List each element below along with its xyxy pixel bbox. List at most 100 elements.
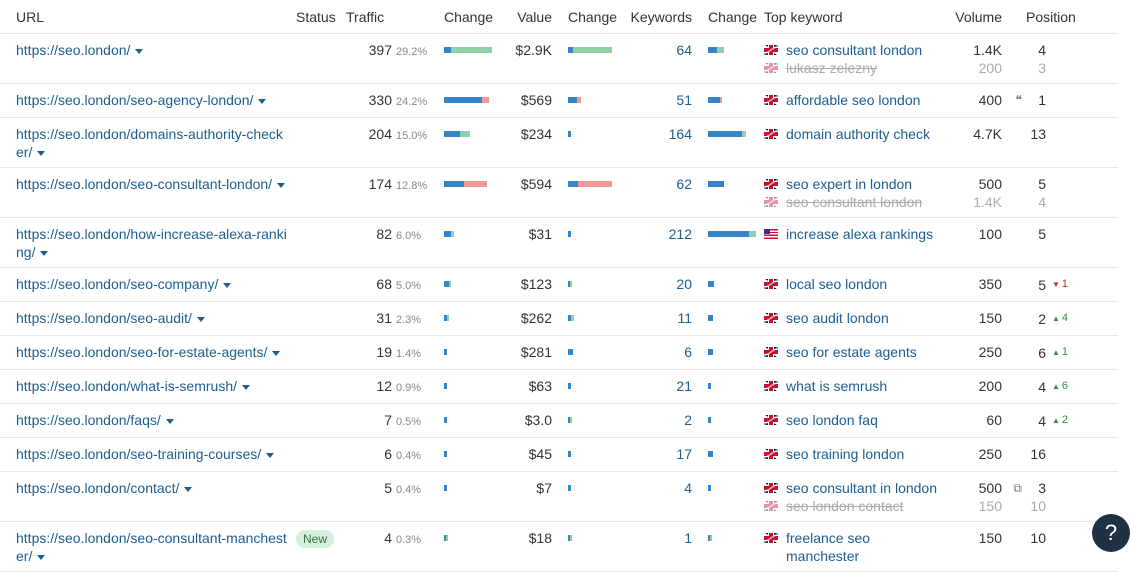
col-header-url[interactable]: URL xyxy=(0,0,292,34)
keywords-count-link[interactable]: 51 xyxy=(676,92,692,108)
chevron-down-icon[interactable] xyxy=(37,150,46,156)
uk-flag-icon xyxy=(764,45,778,55)
keywords-count-link[interactable]: 2 xyxy=(684,412,692,428)
keyword-link[interactable]: affordable seo london xyxy=(786,92,921,108)
keyword-link[interactable]: seo training london xyxy=(786,446,905,462)
value-change-bar-blue-segment xyxy=(568,97,577,103)
keywords-cell: 6 xyxy=(616,335,696,370)
keywords-count-link[interactable]: 164 xyxy=(668,126,692,142)
keyword-link[interactable]: seo consultant london xyxy=(786,194,923,210)
search-volume: 1.4K xyxy=(973,42,1002,58)
position-list: 13 xyxy=(1010,125,1114,143)
keyword-link[interactable]: domain authority check xyxy=(786,126,930,142)
url-cell: https://seo.london/domains-authority-che… xyxy=(0,117,292,168)
page-url-link[interactable]: https://seo.london/faqs/ xyxy=(16,412,161,428)
chevron-down-icon[interactable] xyxy=(135,48,144,54)
value-cell: $262 xyxy=(500,301,556,336)
keywords-count-link[interactable]: 6 xyxy=(684,344,692,360)
chevron-down-icon[interactable] xyxy=(277,182,286,188)
keyword-link[interactable]: seo audit london xyxy=(786,310,889,326)
keyword-item: seo for estate agents xyxy=(764,343,938,361)
col-header-top-keyword[interactable]: Top keyword xyxy=(760,0,942,34)
traffic-cell: 397 29.2% xyxy=(342,33,440,84)
traffic-percent: 5.0% xyxy=(396,280,422,292)
delta-value: 6 xyxy=(1061,380,1069,392)
keywords-change-bar xyxy=(708,315,756,321)
position-cell: 16 xyxy=(1006,437,1118,472)
value-change-bar-green-segment xyxy=(570,535,572,541)
keywords-count-link[interactable]: 21 xyxy=(676,378,692,394)
keywords-count-link[interactable]: 20 xyxy=(676,276,692,292)
keywords-count-link[interactable]: 17 xyxy=(676,446,692,462)
keywords-count-link[interactable]: 1 xyxy=(684,530,692,546)
value-change-bar-blue-segment xyxy=(568,417,570,423)
keywords-count-link[interactable]: 64 xyxy=(676,42,692,58)
keywords-count-link[interactable]: 11 xyxy=(677,310,692,326)
keyword-link[interactable]: seo consultant london xyxy=(786,42,923,58)
page-url-link[interactable]: https://seo.london/what-is-semrush/ xyxy=(16,378,237,394)
keywords-count-link[interactable]: 212 xyxy=(668,226,692,242)
chevron-down-icon[interactable] xyxy=(37,554,46,560)
search-volume: 350 xyxy=(978,276,1002,292)
col-header-position[interactable]: Position xyxy=(1006,0,1118,34)
col-header-value-change[interactable]: Change xyxy=(556,0,617,34)
value-change-bar xyxy=(568,383,612,389)
traffic-change-bar xyxy=(444,485,496,491)
keywords-count-link[interactable]: 4 xyxy=(684,480,692,496)
uk-flag-icon xyxy=(764,483,778,493)
keyword-link[interactable]: seo consultant in london xyxy=(786,480,937,496)
chevron-down-icon[interactable] xyxy=(184,486,193,492)
page-url-link[interactable]: https://seo.london/seo-agency-london/ xyxy=(16,92,254,108)
volume-cell: 200 xyxy=(942,369,1006,404)
col-header-keywords[interactable]: Keywords xyxy=(616,0,696,34)
keyword-link[interactable]: seo london contact xyxy=(786,498,904,514)
traffic-change-cell xyxy=(440,403,500,438)
uk-flag-icon xyxy=(764,501,778,511)
value-cell: $123 xyxy=(500,267,556,302)
page-url-link[interactable]: https://seo.london/seo-for-estate-agents… xyxy=(16,344,268,360)
chevron-down-icon[interactable] xyxy=(40,250,49,256)
volume-cell: 150 xyxy=(942,301,1006,336)
page-url-link[interactable]: https://seo.london/how-increase-alexa-ra… xyxy=(16,226,287,260)
chevron-down-icon[interactable] xyxy=(223,282,232,288)
keyword-link[interactable]: freelance seo manchester xyxy=(786,530,871,564)
page-url-link[interactable]: https://seo.london/seo-training-courses/ xyxy=(16,446,262,462)
position-cell: 4 ▲ 6 xyxy=(1006,369,1118,404)
chevron-down-icon[interactable] xyxy=(196,316,205,322)
keyword-link[interactable]: local seo london xyxy=(786,276,888,292)
page-url-link[interactable]: https://seo.london/domains-authority-che… xyxy=(16,126,283,160)
chevron-down-icon[interactable] xyxy=(266,452,275,458)
keywords-count-link[interactable]: 62 xyxy=(676,176,692,192)
page-url-link[interactable]: https://seo.london/contact/ xyxy=(16,480,180,496)
traffic-change-cell xyxy=(440,335,500,370)
uk-flag-icon xyxy=(764,415,778,425)
page-url-link[interactable]: https://seo.london/seo-consultant-london… xyxy=(16,176,273,192)
chevron-down-icon[interactable] xyxy=(165,418,174,424)
page-url-link[interactable]: https://seo.london/seo-company/ xyxy=(16,276,219,292)
col-header-status[interactable]: Status xyxy=(292,0,342,34)
col-header-volume[interactable]: Volume xyxy=(942,0,1006,34)
help-button[interactable]: ? xyxy=(1092,514,1130,552)
page-url-link[interactable]: https://seo.london/seo-consultant-manche… xyxy=(16,530,287,564)
col-header-traffic[interactable]: Traffic xyxy=(342,0,440,34)
col-header-value[interactable]: Value xyxy=(500,0,556,34)
keyword-link[interactable]: seo expert in london xyxy=(786,176,913,192)
keyword-link[interactable]: increase alexa rankings xyxy=(786,226,934,242)
page-url-link[interactable]: https://seo.london/ xyxy=(16,42,131,58)
keyword-link[interactable]: seo london faq xyxy=(786,412,878,428)
keyword-link[interactable]: lukasz zelezny xyxy=(786,60,878,76)
position-cell: 4 ▲ 2 xyxy=(1006,403,1118,438)
chevron-down-icon[interactable] xyxy=(272,350,281,356)
col-header-keywords-change[interactable]: Change xyxy=(696,0,760,34)
value-change-bar-blue-segment xyxy=(568,383,571,389)
page-url-link[interactable]: https://seo.london/seo-audit/ xyxy=(16,310,192,326)
keywords-cell: 21 xyxy=(616,369,696,404)
chevron-down-icon[interactable] xyxy=(242,384,250,390)
chevron-down-icon[interactable] xyxy=(258,98,267,104)
keyword-link[interactable]: seo for estate agents xyxy=(786,344,917,360)
col-header-traffic-change[interactable]: Change xyxy=(440,0,500,34)
status-cell xyxy=(292,267,342,302)
keyword-link[interactable]: what is semrush xyxy=(786,378,888,394)
